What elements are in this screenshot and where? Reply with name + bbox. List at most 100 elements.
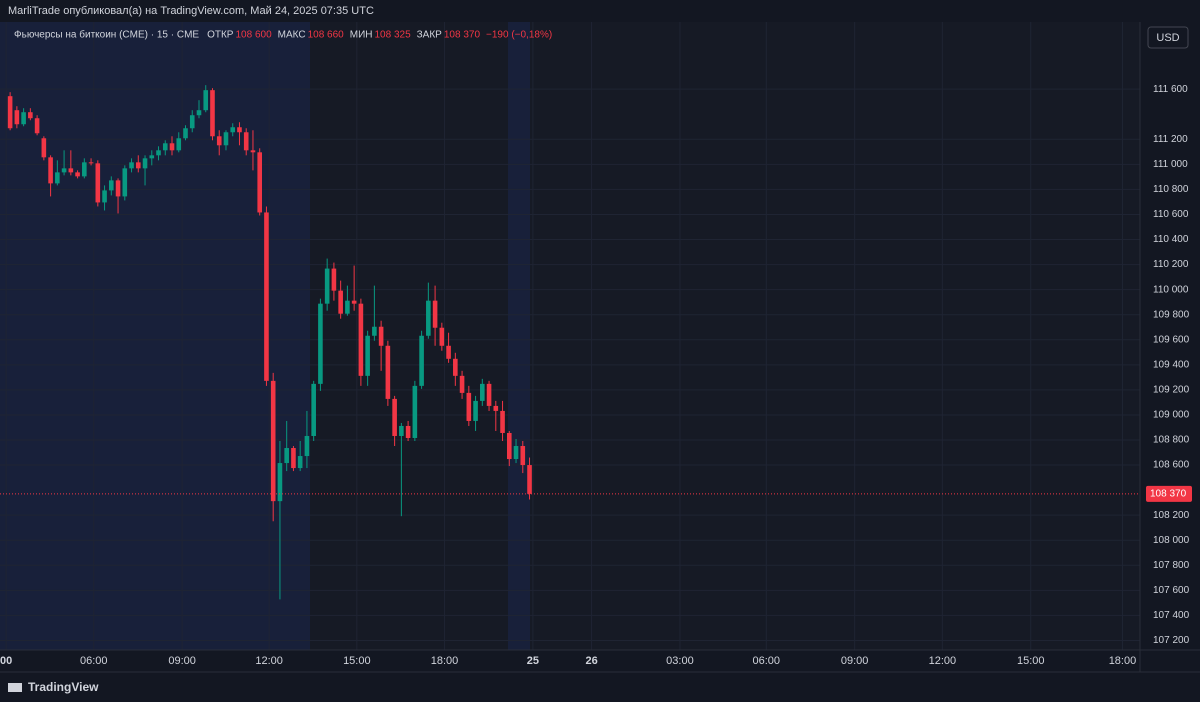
legend-text: ЗАКР [417,30,443,41]
candle-body [439,327,445,346]
y-tick-label: 110 600 [1153,209,1189,220]
candle-body [270,380,276,502]
y-tick-label: 110 800 [1153,184,1189,195]
legend-text: МИН [350,30,373,41]
candle-body [297,456,303,469]
candle-body [129,162,134,169]
x-tick-label: 09:00 [841,655,869,667]
y-tick-label: 107 400 [1153,610,1190,621]
x-tick-label: 12:00 [255,655,283,667]
candle-body [82,162,87,177]
y-tick-label: 109 000 [1153,410,1190,421]
candle-body [412,385,418,438]
x-tick-label: 18:00 [1109,655,1137,667]
candle-body [473,400,478,421]
candle-body [405,425,411,438]
candle-body [466,392,472,421]
candle-body [291,448,296,469]
legend-text: 108 370 [444,30,481,41]
y-tick-label: 110 000 [1153,284,1189,295]
y-tick-label: 111 600 [1153,84,1188,95]
candle-body [318,303,323,384]
candle-body [203,90,209,111]
x-tick-label: 06:00 [753,655,781,667]
logo [8,683,22,692]
candle-body [459,375,465,393]
candle-body [169,143,175,151]
legend-text: Фьючерсы на биткоин (CME) · 15 · CME [14,29,199,41]
y-tick-label: 111 000 [1153,159,1188,170]
candle-body [61,168,67,173]
legend-text: −190 (−0,18%) [486,30,552,41]
candle-body [527,465,532,494]
candle-body [135,162,141,169]
y-tick-label: 108 200 [1153,510,1190,521]
currency-button[interactable] [1147,26,1189,49]
candle-body [216,136,222,146]
candle-body [304,435,310,457]
candle-body [284,448,289,464]
candle-body [446,345,451,359]
candle-body [486,383,492,406]
y-tick-label: 108 600 [1153,460,1190,471]
candle-body [432,300,438,328]
x-tick-label: 25 [527,655,539,667]
candle-body [392,398,397,436]
x-tick-label: 03:00 [666,655,694,667]
candle-body [399,425,404,436]
candle-body [28,112,33,119]
last-price-badge [1146,485,1192,502]
candle-body [88,162,94,164]
candle-body [95,163,101,203]
candle-body [210,90,215,137]
candle-body [311,383,316,436]
candle-body [351,300,357,304]
candle-body [142,158,148,169]
candle-body [520,446,526,466]
candle-body [493,405,499,411]
candle-body [223,132,229,146]
legend-text: 108 600 [235,30,272,41]
candle-body [338,290,343,314]
y-tick-label: 109 800 [1153,309,1190,320]
candle-body [189,115,195,129]
candle-body [243,132,249,151]
candle-body [378,326,384,346]
candle-body [14,110,20,125]
candle-body [331,268,337,291]
currency[interactable]: USD [1156,32,1179,44]
x-tick-label: 09:00 [168,655,196,667]
candle-body [176,138,182,151]
y-tick-label: 107 200 [1153,635,1190,646]
candle-body [75,172,80,177]
y-tick-label: 107 800 [1153,560,1190,571]
candle-body [277,463,283,502]
candle-body [419,335,424,386]
candle-body [68,168,74,173]
y-tick-label: 109 600 [1153,334,1190,345]
candle-body [183,128,188,139]
x-tick-label: 06:00 [80,655,108,667]
candle-body [102,190,107,203]
legend-text: МАКС [278,30,306,41]
session-shade [0,22,310,650]
y-tick-label: 107 600 [1153,585,1190,596]
y-tick-label: 111 200 [1153,134,1188,145]
candle-body [48,157,53,184]
candle-body [162,143,168,151]
session-shade [508,22,530,650]
candle-body [385,345,391,399]
y-tick-label: 109 400 [1153,359,1190,370]
candle-body [506,432,512,460]
y-tick-label: 110 400 [1153,234,1189,245]
candle-body [500,410,505,433]
x-tick-label: 00 [0,655,12,667]
y-tick-label: 109 200 [1153,385,1190,396]
candle-body [513,446,519,460]
legend-text: ОТКР [207,30,234,41]
candle-body [156,150,161,156]
y-tick-label: 108 000 [1153,535,1190,546]
candle-body [55,172,60,184]
header: MarliTrade опубликовал(а) на TradingView… [8,5,374,17]
candle-body [230,127,236,133]
